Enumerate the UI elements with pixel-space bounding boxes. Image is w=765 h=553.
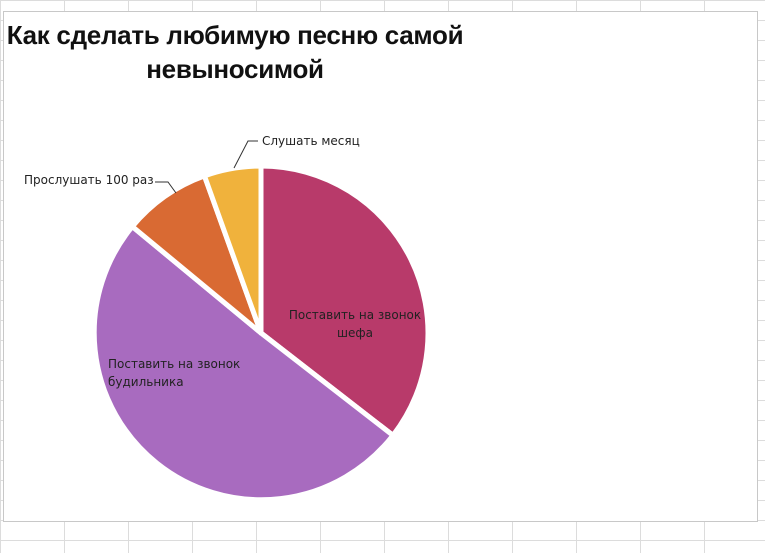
chart-title: Как сделать любимую песню самой невыноси…: [6, 20, 464, 84]
slice-label-2: Поставить на звонок будильника: [108, 357, 240, 389]
slice-label-3: Прослушать 100 раз: [24, 173, 154, 187]
pie-slice-1[interactable]: [258, 163, 431, 438]
leader-line-3: [155, 181, 177, 194]
pie-slice-4[interactable]: [201, 163, 264, 336]
leader-line-4: [233, 140, 258, 169]
pie-slice-2[interactable]: [91, 224, 396, 503]
slice-label-4: Слушать месяц: [262, 134, 360, 148]
slice-label-1: Поставить на звонок шефа: [289, 308, 421, 340]
